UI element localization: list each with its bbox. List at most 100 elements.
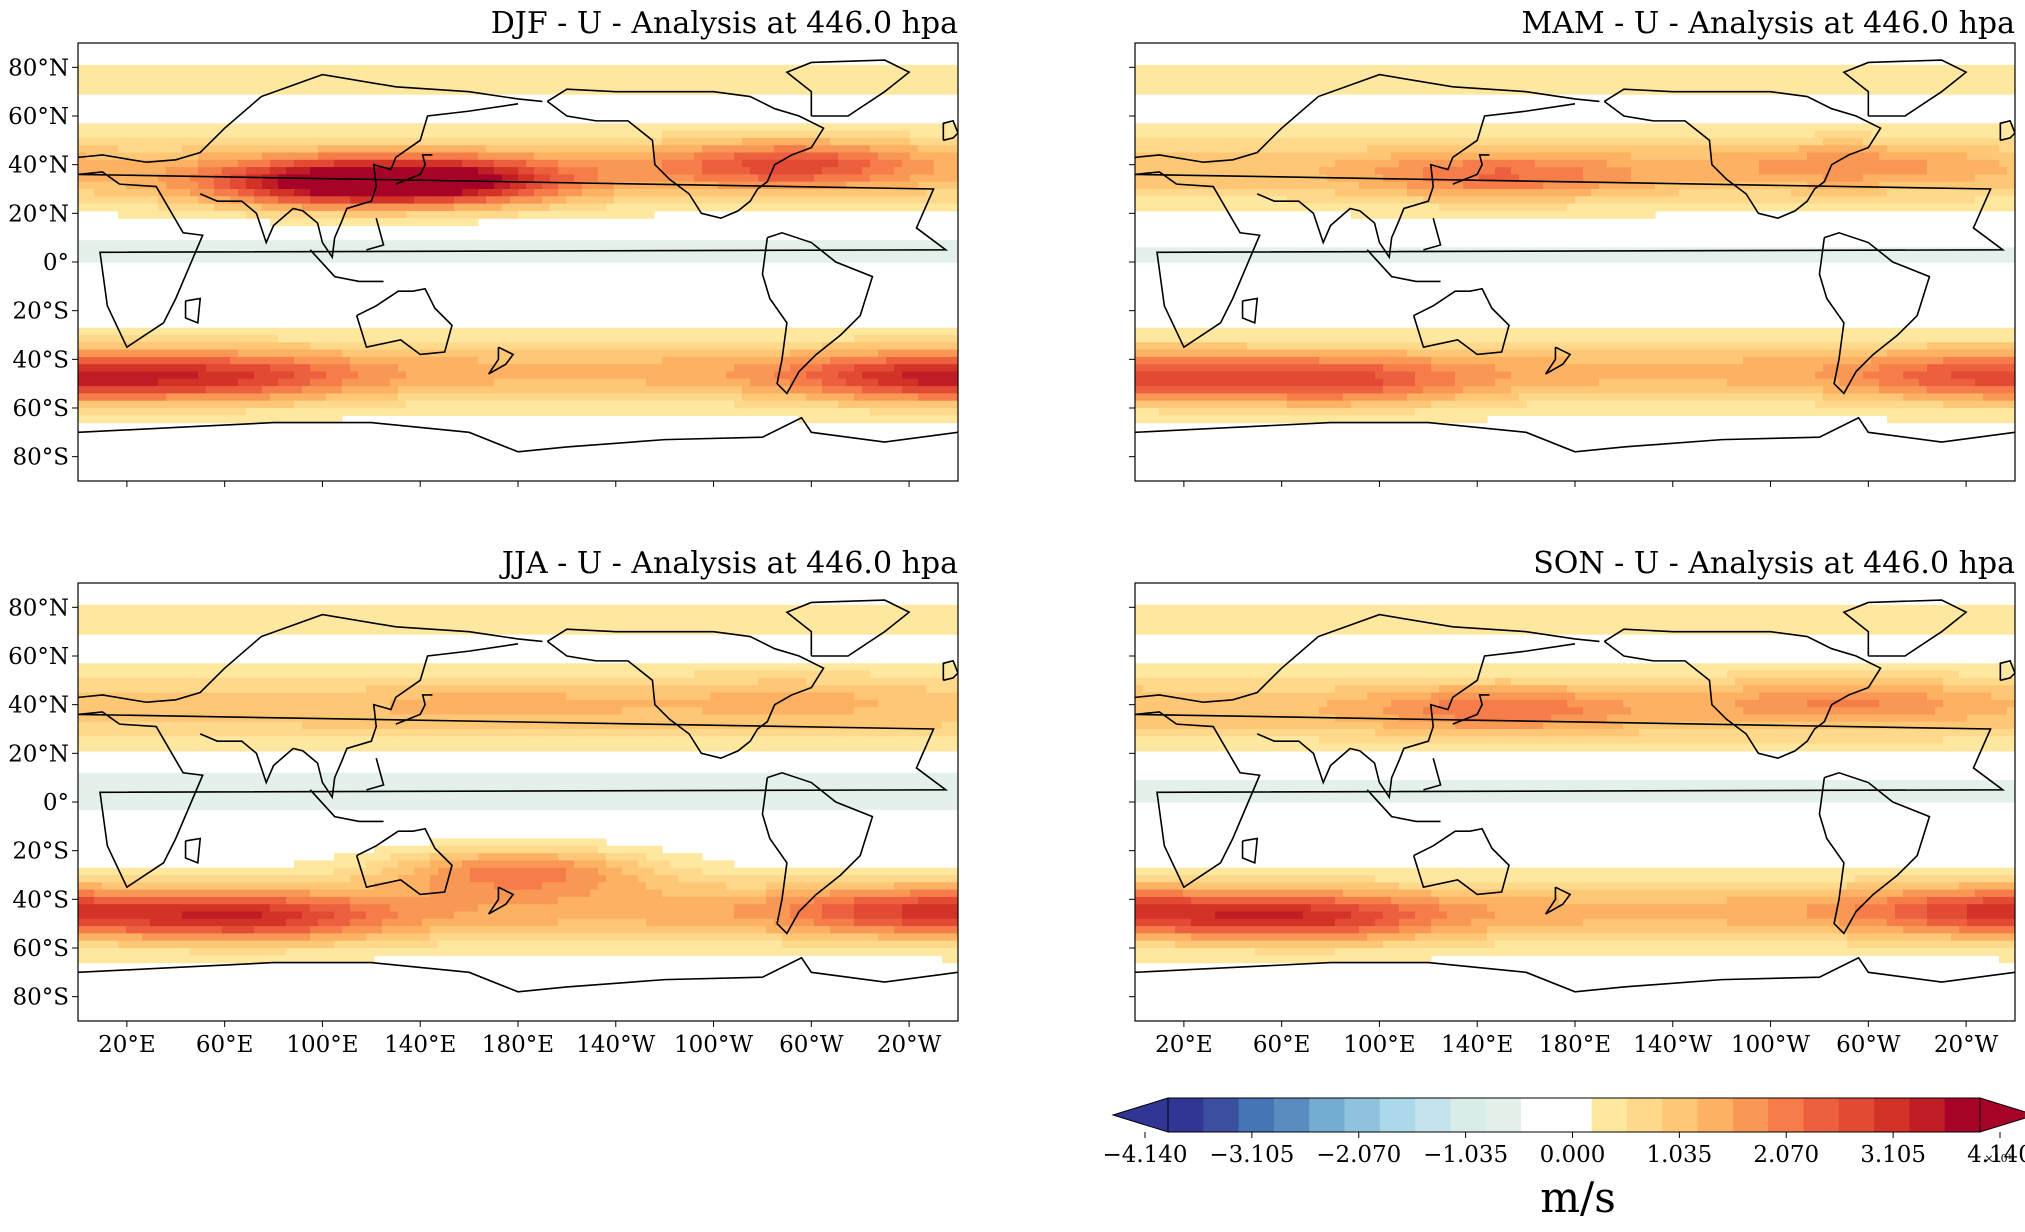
field-cell [446,408,455,416]
field-cell [478,349,487,358]
field-cell [1351,159,1360,168]
field-cell [470,159,479,168]
field-cell [470,167,479,175]
field-cell [238,181,247,190]
field-cell [118,152,127,161]
field-cell [606,72,615,81]
field-cell [1343,335,1352,343]
field-cell [934,167,943,175]
field-cell [934,181,943,190]
field-cell [158,86,167,95]
field-cell [1295,408,1304,416]
field-cell [1191,364,1200,373]
field-cell [406,356,415,365]
field-cell [1151,174,1160,183]
field-cell [382,327,391,336]
field-cell [630,371,639,380]
field-cell [894,174,903,183]
field-cell [798,240,807,248]
field-cell [646,335,655,343]
field-cell [910,189,919,197]
field-cell [710,86,719,95]
field-cell [886,137,895,146]
field-cell [158,196,167,205]
field-cell [1311,123,1320,132]
field-cell [438,378,447,387]
field-cell [1479,130,1488,139]
field-cell [102,240,111,248]
field-cell [198,327,207,336]
field-cell [1183,400,1192,409]
field-cell [318,210,327,219]
field-cell [950,159,958,168]
field-cell [1191,189,1200,197]
field-cell [1447,378,1456,387]
field-cell [1143,159,1152,168]
field-cell [358,130,367,139]
field-cell [254,203,263,212]
field-cell [150,210,159,219]
field-cell [446,203,455,212]
field-cell [1479,327,1488,336]
field-cell [926,364,935,373]
field-cell [342,349,351,358]
field-cell [182,254,191,263]
field-cell [678,196,687,205]
field-cell [790,327,799,336]
field-cell [622,174,631,183]
field-cell [390,240,399,248]
field-cell [934,386,943,394]
field-cell [190,203,199,212]
field-cell [1207,378,1216,387]
field-cell [918,79,927,88]
field-cell [334,130,343,139]
field-cell [550,378,559,387]
field-cell [1143,415,1152,424]
field-cell [710,356,719,365]
field-cell [1295,159,1304,168]
field-cell [334,364,343,373]
field-cell [798,64,807,73]
field-cell [1191,415,1200,424]
field-cell [1439,181,1448,190]
field-cell [1231,145,1240,154]
field-cell [206,86,215,95]
field-cell [430,203,439,212]
field-cell [318,167,327,175]
field-cell [78,181,87,190]
field-cell [158,79,167,88]
field-cell [950,342,958,351]
field-cell [902,174,911,183]
field-cell [1415,371,1424,380]
field-cell [1183,254,1192,263]
field-cell [934,378,943,387]
field-cell [158,335,167,343]
field-cell [302,137,311,146]
field-cell [894,203,903,212]
field-cell [1167,393,1176,402]
field-cell [1391,415,1400,424]
field-cell [1351,393,1360,402]
field-cell [558,254,567,263]
field-cell [526,174,535,183]
field-cell [526,159,535,168]
field-cell [494,408,503,416]
field-cell [342,356,351,365]
field-cell [374,189,383,197]
field-cell [366,203,375,212]
field-cell [878,130,887,139]
field-cell [246,137,255,146]
field-cell [886,349,895,358]
field-cell [1367,349,1376,358]
field-cell [1167,356,1176,365]
field-cell [1423,137,1432,146]
field-cell [1303,335,1312,343]
field-cell [1439,327,1448,336]
field-cell [78,408,87,416]
field-cell [422,393,431,402]
field-cell [1207,342,1216,351]
field-cell [670,335,679,343]
field-cell [1415,415,1424,424]
field-cell [910,152,919,161]
field-cell [638,86,647,95]
